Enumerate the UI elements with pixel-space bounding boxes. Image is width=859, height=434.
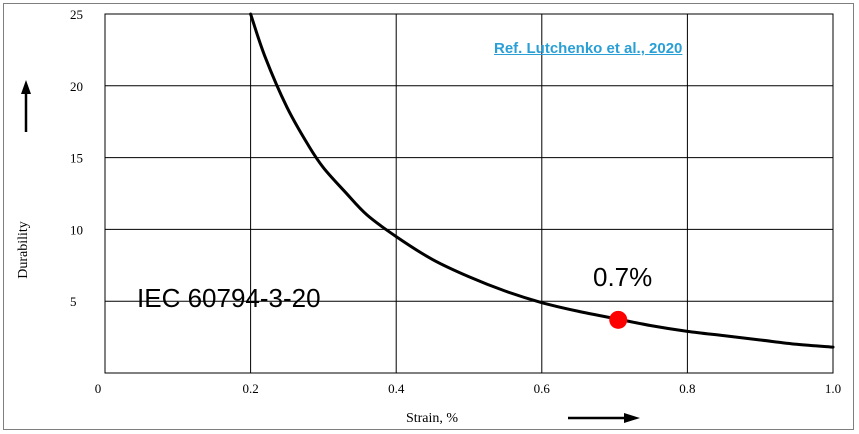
x-axis-label: Strain, %	[406, 411, 458, 426]
curve-layer	[249, 12, 835, 349]
up-arrow-icon	[21, 80, 31, 132]
x-tick-label: 0.6	[534, 381, 551, 396]
highlight-point-label: 0.7%	[593, 262, 653, 292]
x-tick-label: 0	[95, 381, 102, 396]
y-tick-label: 5	[70, 294, 77, 309]
y-axis-label: Durability	[16, 221, 31, 279]
x-tick-label: 0.8	[679, 381, 695, 396]
highlight-point-marker	[609, 310, 628, 329]
reference-link[interactable]: Ref. Lutchenko et al., 2020	[494, 40, 683, 57]
y-tick-label: 10	[70, 222, 83, 237]
grid-lines	[104, 13, 834, 374]
y-tick-label: 20	[70, 79, 83, 94]
right-arrow-icon	[568, 413, 640, 423]
y-tick-label: 15	[70, 151, 83, 166]
durability-curve	[249, 12, 835, 349]
tick-labels: 0 0.2 0.4 0.6 0.8 1.0 5 10 15 20 25	[70, 7, 841, 396]
x-tick-label: 0.4	[388, 381, 405, 396]
standard-label: IEC 60794-3-20	[137, 283, 321, 313]
plot-border	[104, 13, 834, 374]
chart-frame	[3, 3, 854, 430]
y-tick-label: 25	[70, 7, 83, 22]
x-tick-label: 1.0	[825, 381, 841, 396]
x-tick-label: 0.2	[242, 381, 258, 396]
